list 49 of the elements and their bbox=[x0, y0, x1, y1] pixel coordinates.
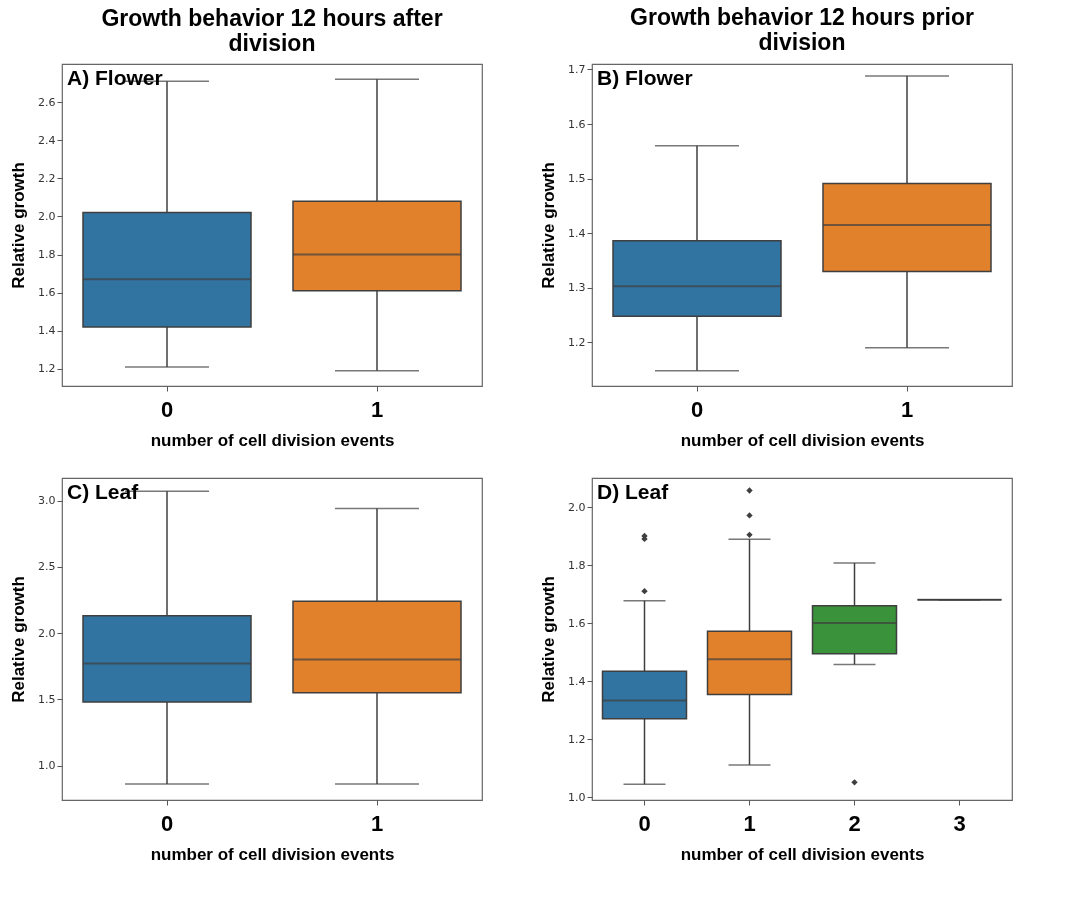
y-axis-title: Relative growth bbox=[9, 576, 29, 703]
y-tick-label: 2.2 bbox=[38, 171, 56, 185]
y-tick-label: 2.0 bbox=[568, 500, 586, 514]
y-tick-label: 1.2 bbox=[568, 335, 586, 349]
x-axis-title: number of cell division events bbox=[150, 844, 395, 864]
y-tick-label: 1.8 bbox=[568, 558, 586, 572]
y-axis-title: Relative growth bbox=[9, 162, 29, 289]
x-axis-title: number of cell division events bbox=[680, 844, 925, 864]
y-axis-title: Relative growth bbox=[539, 576, 559, 703]
y-tick-label: 1.0 bbox=[38, 759, 56, 773]
annotation: B) Flower bbox=[597, 66, 693, 89]
annotation: D) Leaf bbox=[597, 480, 670, 503]
y-axis-title: Relative growth bbox=[539, 162, 559, 289]
y-tick-label: 1.6 bbox=[568, 616, 586, 630]
y-tick-label: 1.6 bbox=[568, 117, 586, 131]
x-tick-label: 0 bbox=[638, 810, 651, 836]
x-tick-label: 1 bbox=[900, 396, 914, 422]
y-tick-label: 1.2 bbox=[568, 732, 586, 746]
y-tick-label: 2.4 bbox=[38, 133, 56, 147]
x-tick-label: 0 bbox=[160, 810, 174, 836]
x-tick-label: 0 bbox=[690, 396, 704, 422]
y-tick-label: 1.0 bbox=[568, 790, 586, 804]
y-tick-label: 1.2 bbox=[38, 362, 56, 376]
y-tick-label: 1.8 bbox=[38, 248, 56, 262]
x-tick-label: 1 bbox=[370, 396, 384, 422]
y-tick-label: 2.6 bbox=[38, 95, 56, 109]
y-tick-label: 1.4 bbox=[568, 226, 586, 240]
chart-title: Growth behavior 12 hours after division bbox=[101, 5, 443, 56]
x-tick-label: 3 bbox=[953, 810, 966, 836]
x-axis-title: number of cell division events bbox=[150, 430, 395, 450]
x-tick-label: 0 bbox=[160, 396, 174, 422]
y-tick-label: 2.0 bbox=[38, 626, 56, 640]
y-tick-label: 1.5 bbox=[38, 692, 56, 706]
y-tick-label: 2.5 bbox=[38, 560, 56, 574]
y-tick-label: 1.6 bbox=[38, 286, 56, 300]
x-tick-label: 1 bbox=[743, 810, 756, 836]
annotation: C) Leaf bbox=[67, 480, 140, 503]
x-tick-label: 2 bbox=[848, 810, 861, 836]
y-tick-label: 1.7 bbox=[568, 62, 586, 76]
x-axis-title: number of cell division events bbox=[680, 430, 925, 450]
y-tick-label: 1.4 bbox=[38, 324, 56, 338]
y-tick-label: 2.0 bbox=[38, 209, 56, 223]
annotation: A) Flower bbox=[67, 66, 163, 89]
x-tick-label: 1 bbox=[370, 810, 384, 836]
y-tick-label: 3.0 bbox=[38, 494, 56, 508]
y-tick-label: 1.3 bbox=[568, 281, 586, 295]
y-tick-label: 1.4 bbox=[568, 674, 586, 688]
y-tick-label: 1.5 bbox=[568, 172, 586, 186]
chart-title: Growth behavior 12 hours prior division bbox=[630, 4, 974, 56]
